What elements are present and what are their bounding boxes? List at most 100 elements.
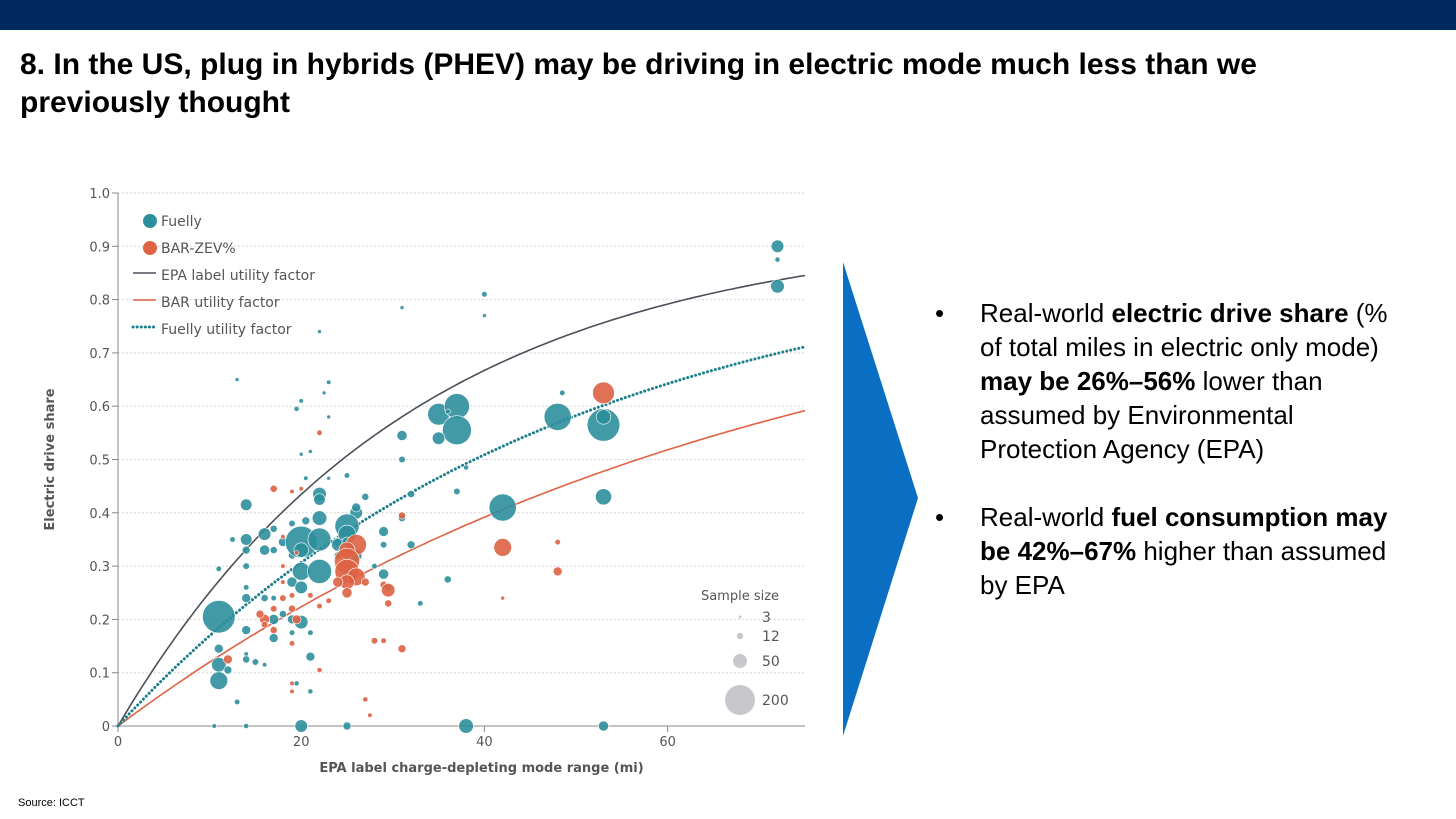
point-bar-zev: [269, 484, 278, 493]
legend-label-epa-label-utility-factor: EPA label utility factor: [161, 268, 315, 284]
point-fuelly: [307, 688, 314, 695]
point-bar-zev: [288, 604, 296, 613]
bullet-text-part: Real-world: [980, 502, 1112, 532]
point-fuelly: [326, 475, 332, 481]
point-bar-zev: [360, 577, 370, 587]
point-bar-zev: [362, 696, 369, 703]
point-bar-zev: [288, 592, 296, 599]
curve-bar-utility-factor: [117, 409, 806, 727]
point-fuelly: [269, 524, 278, 533]
point-fuelly: [442, 415, 472, 446]
top-bar: [0, 0, 1456, 30]
slide-title: 8. In the US, plug in hybrids (PHEV) may…: [20, 48, 1257, 119]
point-bar-zev: [291, 614, 302, 625]
point-fuelly: [543, 402, 572, 431]
sample-size-title: Sample size: [701, 589, 779, 604]
point-fuelly: [269, 546, 278, 554]
sample-size-label: 200: [762, 693, 789, 709]
point-bar-zev: [552, 566, 563, 577]
point-bar-zev: [289, 488, 295, 495]
point-bar-zev: [261, 621, 269, 629]
point-fuelly: [202, 600, 236, 634]
point-bar-zev: [270, 605, 278, 613]
point-fuelly: [595, 409, 612, 425]
point-fuelly: [443, 393, 470, 420]
sample-size-swatch: [736, 632, 744, 640]
point-fuelly: [311, 510, 328, 526]
y-tick-label: 0.3: [89, 560, 110, 575]
point-fuelly: [234, 698, 241, 706]
y-tick-label: 0.7: [89, 347, 110, 362]
point-fuelly: [270, 595, 277, 602]
point-fuelly: [343, 472, 351, 479]
bullet-text-bold: electric drive share: [1111, 298, 1349, 328]
point-bar-zev: [332, 576, 344, 588]
chart-legend: Fuelly BAR-ZEV% EPA label utility factor BA…: [131, 214, 315, 338]
x-axis-label: EPA label charge-depleting mode range (m…: [319, 761, 643, 776]
point-fuelly: [243, 584, 250, 591]
point-fuelly: [774, 256, 781, 263]
bullet-text: Real-world fuel consumption may be 42%–6…: [980, 502, 1387, 600]
sample-size-swatch: [738, 615, 742, 619]
point-fuelly: [443, 575, 452, 584]
point-fuelly: [262, 662, 268, 668]
point-fuelly: [241, 625, 251, 635]
bullet-text-bold: fuel consumption may be 42%–67%: [980, 502, 1388, 566]
point-fuelly: [294, 719, 308, 733]
point-fuelly: [288, 629, 296, 636]
x-tick-label: 20: [293, 735, 310, 750]
point-fuelly: [317, 329, 322, 334]
point-fuelly: [398, 455, 406, 464]
point-fuelly: [444, 408, 451, 415]
axes: 0 0.1 0.2 0.3 0.4 0.5 0.6 0.7 0.8 0.9 1.0 0 20 40 60: [89, 187, 805, 750]
y-tick-label: 0.5: [89, 454, 110, 469]
point-fuelly: [298, 451, 304, 457]
y-axis-label: Electric drive share: [43, 388, 58, 530]
point-bar-zev: [316, 667, 323, 673]
bullet-marker: •: [935, 502, 945, 532]
point-fuelly: [321, 390, 327, 396]
point-bar-zev: [370, 637, 379, 645]
point-fuelly: [294, 580, 308, 595]
point-fuelly: [378, 526, 389, 537]
sample-size-label: 12: [762, 629, 780, 645]
point-fuelly: [241, 593, 251, 603]
x-tick-label: 0: [114, 735, 122, 750]
point-bar-zev: [397, 644, 407, 654]
point-fuelly: [211, 723, 217, 729]
y-tick-label: 0.2: [89, 613, 110, 628]
point-fuelly: [559, 389, 566, 396]
point-bar-zev: [398, 511, 406, 520]
point-fuelly: [240, 498, 253, 511]
axis-labels: EPA label charge-depleting mode range (m…: [43, 388, 644, 776]
point-fuelly: [215, 565, 222, 572]
point-fuelly: [481, 291, 488, 298]
point-fuelly: [288, 519, 296, 528]
bullet-marker: •: [935, 298, 945, 328]
bullet-text-bold: may be 26%–56%: [980, 366, 1196, 396]
point-bar-zev: [380, 637, 387, 644]
point-fuelly: [396, 430, 408, 441]
point-fuelly: [380, 541, 388, 549]
point-bar-zev: [316, 603, 323, 610]
point-fuelly: [371, 563, 378, 570]
point-bar-zev: [367, 712, 373, 718]
point-bar-zev: [280, 563, 286, 569]
legend-label-bar-zev: BAR-ZEV%: [161, 241, 236, 257]
legend-swatch-fuelly: [143, 214, 157, 228]
curve-epa-label-utility-factor: [117, 274, 806, 727]
chart-svg: 0 0.1 0.2 0.3 0.4 0.5 0.6 0.7 0.8 0.9 1.0 0 20 40 60 F…: [43, 187, 807, 776]
bullet-text: Real-world electric drive share (% of to…: [980, 298, 1388, 464]
point-bar-zev: [500, 595, 506, 601]
point-bar-zev: [493, 538, 512, 557]
point-fuelly: [361, 492, 370, 501]
point-fuelly: [286, 576, 298, 588]
y-tick-label: 1.0: [89, 187, 110, 202]
point-fuelly: [251, 658, 259, 666]
point-fuelly: [241, 545, 251, 555]
point-fuelly: [378, 568, 389, 580]
legend-swatch-bar-zev: [143, 241, 157, 255]
point-fuelly: [243, 723, 250, 729]
point-fuelly: [432, 431, 446, 445]
bullet-list: • Real-world electric drive share (% of …: [935, 296, 1405, 602]
